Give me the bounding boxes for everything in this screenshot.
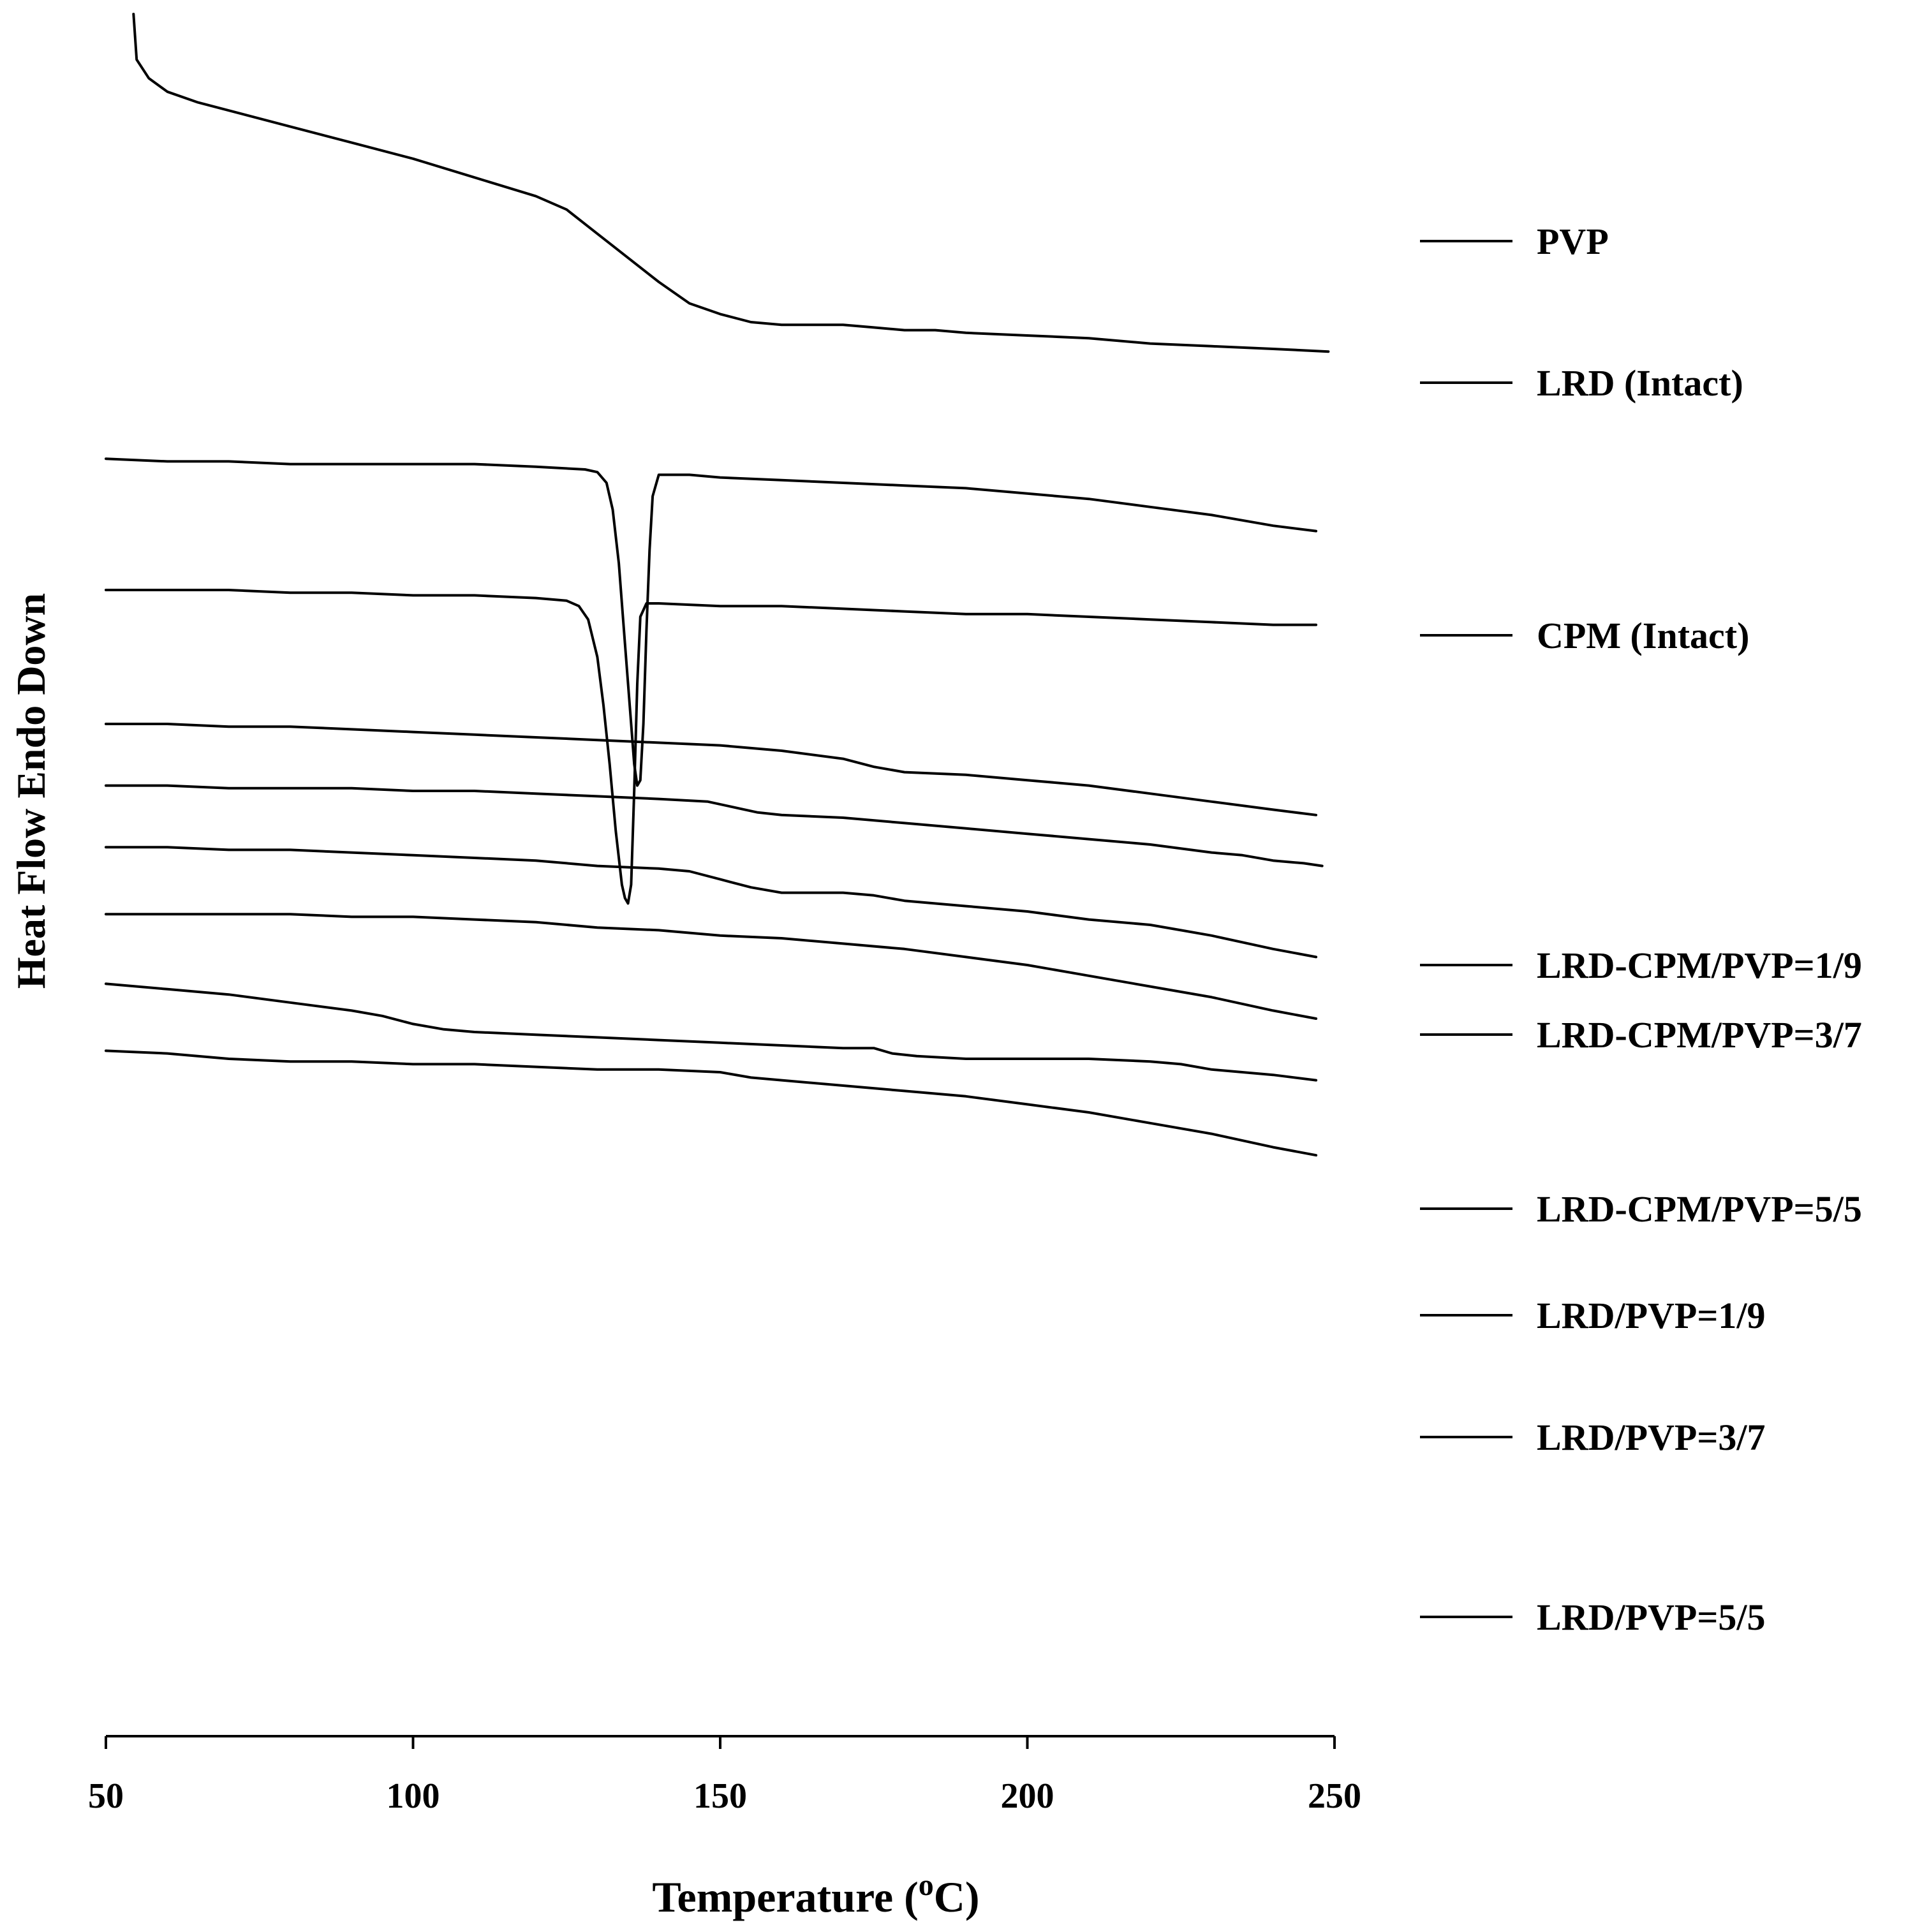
legend-item-1: LRD (Intact) [1420,362,1743,404]
legend-label-5: LRD-CPM/PVP=5/5 [1537,1188,1862,1230]
x-tick-label-2: 150 [693,1776,747,1816]
x-ticks: 50 100 150 200 250 [88,1736,1361,1816]
series-line-7 [105,982,1318,1082]
series-line-8 [105,1049,1318,1157]
x-axis-label: Temperature (oC) [652,1868,979,1921]
legend-item-4: LRD-CPM/PVP=3/7 [1420,1014,1862,1056]
legend-item-5: LRD-CPM/PVP=5/5 [1420,1188,1862,1230]
series-line-5 [105,846,1318,959]
x-tick-label-1: 100 [387,1776,440,1816]
x-axis-label-unit: C) [934,1873,980,1921]
legend-label-8: LRD/PVP=5/5 [1537,1596,1765,1638]
x-tick-label-0: 50 [88,1776,124,1816]
legend-item-8: LRD/PVP=5/5 [1420,1596,1765,1638]
legend-item-3: LRD-CPM/PVP=1/9 [1420,945,1862,986]
legend-item-2: CPM (Intact) [1420,615,1749,656]
legend-item-6: LRD/PVP=1/9 [1420,1295,1765,1336]
legend-label-4: LRD-CPM/PVP=3/7 [1537,1014,1862,1056]
legend-item-0: PVP [1420,221,1609,262]
legend: PVP LRD (Intact) CPM (Intact) LRD-CPM/PVP=1… [1420,221,1862,1638]
series-line-6 [105,913,1318,1020]
legend-label-3: LRD-CPM/PVP=1/9 [1537,945,1862,986]
legend-label-6: LRD/PVP=1/9 [1537,1295,1765,1336]
x-tick-label-3: 200 [1001,1776,1054,1816]
series-line-4 [105,784,1324,867]
legend-label-1: LRD (Intact) [1537,362,1743,404]
x-axis-label-main: Temperature ( [652,1873,918,1921]
series-line-0 [132,13,1330,353]
y-axis-label: Heat Flow Endo Down [8,593,54,989]
plot-lines [105,13,1330,1157]
series-line-3 [105,723,1318,816]
series-line-2 [105,589,1318,905]
legend-label-0: PVP [1537,221,1609,262]
series-line-1 [105,457,1318,787]
legend-label-2: CPM (Intact) [1537,615,1749,656]
x-axis-label-degree: o [919,1868,934,1902]
legend-item-7: LRD/PVP=3/7 [1420,1417,1765,1458]
legend-label-7: LRD/PVP=3/7 [1537,1417,1765,1458]
x-tick-label-4: 250 [1308,1776,1361,1816]
